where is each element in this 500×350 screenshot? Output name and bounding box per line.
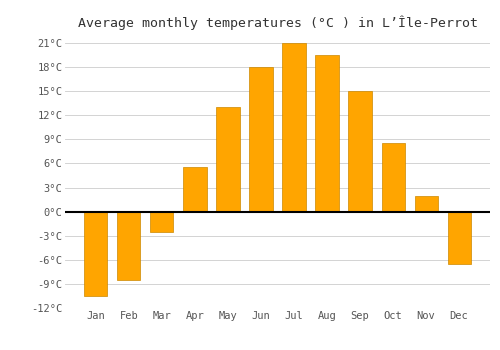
Bar [382,144,404,212]
Bar [316,55,338,212]
Title: Average monthly temperatures (°C ) in L’Île-Perrot: Average monthly temperatures (°C ) in L’… [78,15,477,30]
Bar [84,212,108,296]
Bar [250,67,272,212]
Bar [414,196,438,212]
Bar [216,107,240,212]
Bar [348,91,372,212]
Bar [184,168,206,212]
Bar [150,212,174,232]
Bar [282,43,306,212]
Bar [118,212,141,280]
Bar [448,212,470,264]
